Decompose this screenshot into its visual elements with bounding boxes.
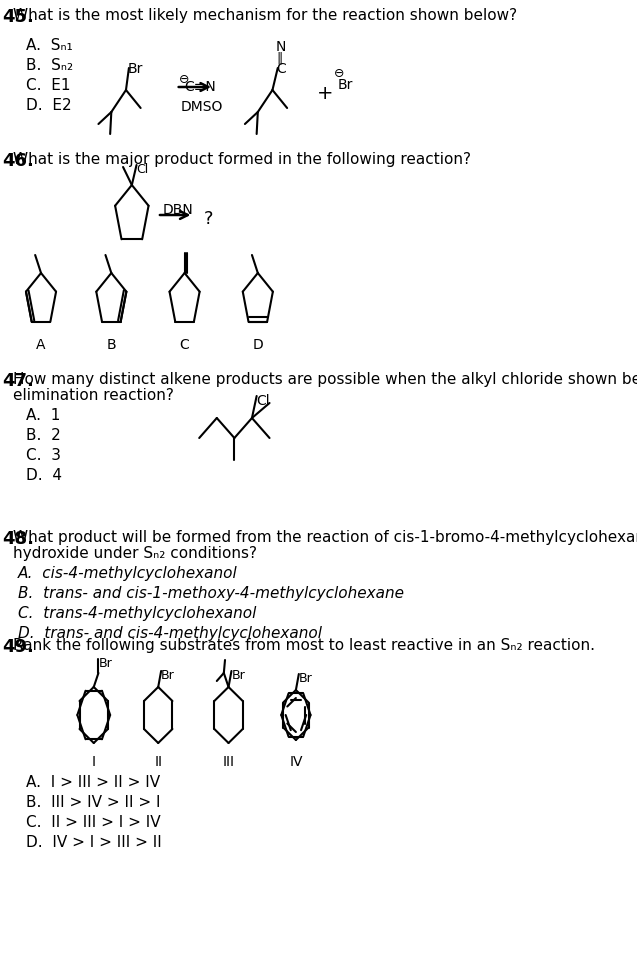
Text: Cl: Cl <box>257 394 270 408</box>
Text: III: III <box>222 755 234 769</box>
Text: DBN: DBN <box>163 203 194 217</box>
Text: B.  2: B. 2 <box>26 428 61 443</box>
Text: Br: Br <box>128 62 143 76</box>
Text: How many distinct alkene products are possible when the alkyl chloride shown bel: How many distinct alkene products are po… <box>13 372 637 387</box>
Text: ?: ? <box>204 210 213 228</box>
Text: B.  trans- and cis-1-methoxy-4-methylcyclohexane: B. trans- and cis-1-methoxy-4-methylcycl… <box>18 586 404 601</box>
Text: +: + <box>317 84 333 103</box>
Text: C: C <box>276 62 286 76</box>
Text: What is the major product formed in the following reaction?: What is the major product formed in the … <box>13 152 471 167</box>
Text: C≡N: C≡N <box>185 80 217 94</box>
Text: A.  cis-4-methylcyclohexanol: A. cis-4-methylcyclohexanol <box>18 566 238 581</box>
Text: elimination reaction?: elimination reaction? <box>13 388 174 403</box>
Text: B.  Sₙ₂: B. Sₙ₂ <box>26 58 73 73</box>
Text: D.  4: D. 4 <box>26 468 62 483</box>
Text: C.  trans-4-methylcyclohexanol: C. trans-4-methylcyclohexanol <box>18 606 256 621</box>
Text: II: II <box>154 755 162 769</box>
Text: Br: Br <box>231 669 245 682</box>
Text: IV: IV <box>289 755 303 769</box>
Text: DMSO: DMSO <box>180 100 223 114</box>
Text: Rank the following substrates from most to least reactive in an Sₙ₂ reaction.: Rank the following substrates from most … <box>13 638 595 653</box>
Text: B: B <box>106 338 116 352</box>
Text: Br: Br <box>161 669 175 682</box>
Text: hydroxide under Sₙ₂ conditions?: hydroxide under Sₙ₂ conditions? <box>13 546 257 561</box>
Text: What is the most likely mechanism for the reaction shown below?: What is the most likely mechanism for th… <box>13 8 517 23</box>
Text: Br: Br <box>99 657 113 670</box>
Text: 48.: 48. <box>2 530 34 548</box>
Text: 49.: 49. <box>2 638 34 656</box>
Text: ‖: ‖ <box>276 51 283 64</box>
Text: A: A <box>36 338 46 352</box>
Text: D.  trans- and cis-4-methylcyclohexanol: D. trans- and cis-4-methylcyclohexanol <box>18 626 322 641</box>
Text: 45.: 45. <box>2 8 34 26</box>
Text: C.  E1: C. E1 <box>26 78 71 93</box>
Text: ⊖: ⊖ <box>334 67 345 80</box>
Text: D.  IV > I > III > II: D. IV > I > III > II <box>26 835 162 850</box>
Text: B.  III > IV > II > I: B. III > IV > II > I <box>26 795 161 810</box>
Text: A.  1: A. 1 <box>26 408 61 423</box>
Text: Br: Br <box>338 78 354 92</box>
Text: N: N <box>276 40 287 54</box>
Text: 46.: 46. <box>2 152 34 170</box>
Text: I: I <box>92 755 96 769</box>
Text: D.  E2: D. E2 <box>26 98 72 113</box>
Text: ⊖: ⊖ <box>179 73 189 86</box>
Text: C: C <box>180 338 189 352</box>
Text: A.  Sₙ₁: A. Sₙ₁ <box>26 38 73 53</box>
Text: 47.: 47. <box>2 372 34 390</box>
Text: Br: Br <box>299 672 313 685</box>
Text: A.  I > III > II > IV: A. I > III > II > IV <box>26 775 161 790</box>
Text: C.  3: C. 3 <box>26 448 61 463</box>
Text: D: D <box>252 338 263 352</box>
Text: C.  II > III > I > IV: C. II > III > I > IV <box>26 815 161 830</box>
Text: What product will be formed from the reaction of cis-1-bromo-4-methylcyclohexane: What product will be formed from the rea… <box>13 530 637 545</box>
Text: Cl: Cl <box>136 163 149 176</box>
